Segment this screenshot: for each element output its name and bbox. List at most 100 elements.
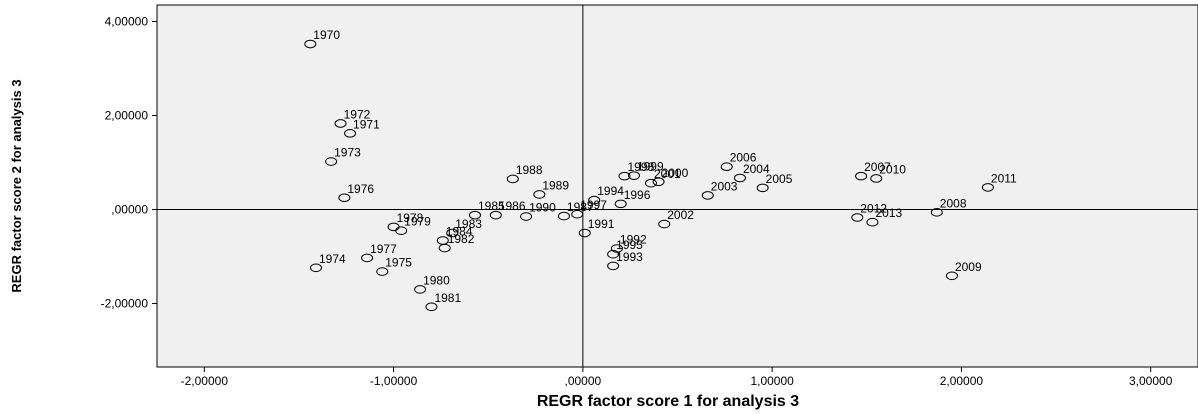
data-point-label: 1972 xyxy=(344,107,371,121)
data-point-marker xyxy=(325,157,338,166)
data-point-marker xyxy=(645,178,658,188)
data-point-label: 2006 xyxy=(730,151,757,165)
data-point-marker xyxy=(866,217,879,227)
data-point-label: 1991 xyxy=(588,217,615,231)
y-tick-label: -2,00000 xyxy=(101,297,149,311)
data-point-label: 1971 xyxy=(353,117,380,131)
x-tick-label: 2,00000 xyxy=(940,374,984,388)
data-point-label: 1978 xyxy=(397,211,424,225)
data-point-label: 1997 xyxy=(580,198,607,212)
data-point-marker xyxy=(851,213,864,222)
data-point-marker xyxy=(720,162,733,172)
data-point-label: 1977 xyxy=(370,242,397,256)
data-point-marker xyxy=(733,173,746,183)
data-point-label: 2002 xyxy=(667,208,694,222)
data-point-marker xyxy=(309,263,322,273)
data-point-label: 2001 xyxy=(654,167,681,181)
data-point-label: 1993 xyxy=(616,250,643,264)
y-axis: 4,00000 2,00000 ,00000 -2,00000 xyxy=(101,14,157,311)
x-tick-label: ,00000 xyxy=(565,374,602,388)
data-point-label: 1981 xyxy=(434,291,461,305)
data-point-label: 1990 xyxy=(529,201,556,215)
data-point-marker xyxy=(627,171,640,180)
data-point-label: 1984 xyxy=(446,225,473,239)
x-axis-title: REGR factor score 1 for analysis 3 xyxy=(537,393,799,410)
x-axis: -2,00000 -1,00000 ,00000 1,00000 2,00000 3,00… xyxy=(181,367,1173,388)
data-point-marker xyxy=(436,236,449,245)
data-point-marker xyxy=(571,209,584,219)
data-point-marker xyxy=(618,171,631,181)
data-point-label: 1979 xyxy=(404,215,431,229)
data-point-label: 2004 xyxy=(743,162,770,176)
data-point-marker xyxy=(981,183,994,192)
data-point-marker xyxy=(652,177,665,187)
data-point-label: 1973 xyxy=(334,146,361,160)
y-tick-label: 2,00000 xyxy=(105,108,149,122)
data-point-label: 2008 xyxy=(940,196,967,210)
data-point-marker xyxy=(855,171,868,181)
data-point-marker xyxy=(304,39,317,49)
data-point-label: 1974 xyxy=(319,252,346,266)
y-tick-label: ,00000 xyxy=(111,203,148,217)
data-point-label: 1996 xyxy=(624,188,651,202)
data-point-label: 2012 xyxy=(860,201,887,215)
data-point-label: 1992 xyxy=(620,233,647,247)
data-point-label: 2009 xyxy=(955,260,982,274)
data-point-marker xyxy=(468,210,481,220)
data-point-label: 1999 xyxy=(637,160,664,174)
data-point-marker xyxy=(506,174,519,184)
data-point-marker xyxy=(756,183,769,193)
data-point-marker xyxy=(334,119,347,128)
data-point-marker xyxy=(945,271,958,281)
data-point-marker xyxy=(557,211,570,221)
data-point-marker xyxy=(338,193,351,203)
data-point-label: 1985 xyxy=(478,199,505,213)
data-point-label: 2000 xyxy=(662,166,689,180)
y-tick-label: 4,00000 xyxy=(105,14,149,28)
data-point-marker xyxy=(607,249,620,259)
data-point-marker xyxy=(578,228,591,238)
y-axis-title: REGR factor score 2 for analysis 3 xyxy=(9,79,24,292)
data-point-marker xyxy=(376,267,389,276)
data-point-label: 1975 xyxy=(385,256,412,270)
data-point-label: 1998 xyxy=(628,160,655,174)
data-point-marker xyxy=(701,191,714,200)
data-point-marker xyxy=(489,210,502,220)
data-point-label: 1982 xyxy=(448,232,475,246)
data-point-label: 2003 xyxy=(711,179,738,193)
data-point-label: 1995 xyxy=(616,238,643,252)
plot-area xyxy=(156,4,1198,368)
x-tick-label: -1,00000 xyxy=(370,374,418,388)
data-point-marker xyxy=(607,261,620,271)
x-tick-label: -2,00000 xyxy=(181,374,229,388)
data-point-marker xyxy=(588,195,601,205)
data-point-marker xyxy=(446,228,459,238)
data-point-marker xyxy=(614,199,627,209)
data-point-marker xyxy=(610,244,623,253)
data-point-label: 1976 xyxy=(347,182,374,196)
data-point-label: 2011 xyxy=(991,171,1017,185)
data-point-marker xyxy=(414,285,427,294)
data-point-label: 1980 xyxy=(423,273,450,287)
data-point-marker xyxy=(520,212,533,221)
x-tick-label: 1,00000 xyxy=(750,374,794,388)
data-point-marker xyxy=(361,253,374,263)
x-tick-label: 3,00000 xyxy=(1129,374,1173,388)
data-point-label: 1983 xyxy=(455,217,482,231)
data-point-marker xyxy=(425,302,438,312)
data-point-marker xyxy=(870,174,883,183)
data-point-label: 1987 xyxy=(567,200,594,214)
data-point-label: 1988 xyxy=(516,163,543,177)
data-point-label: 2005 xyxy=(766,172,793,186)
data-point-marker xyxy=(395,226,408,235)
data-point-label: 2013 xyxy=(875,206,902,220)
data-point-marker xyxy=(533,190,546,199)
data-point-marker xyxy=(930,208,943,217)
data-point-label: 1986 xyxy=(499,199,526,213)
data-point-label: 1970 xyxy=(313,28,340,42)
data-point-marker xyxy=(344,129,357,138)
data-point-label: 2010 xyxy=(879,162,906,176)
data-point-label: 1994 xyxy=(597,184,624,198)
